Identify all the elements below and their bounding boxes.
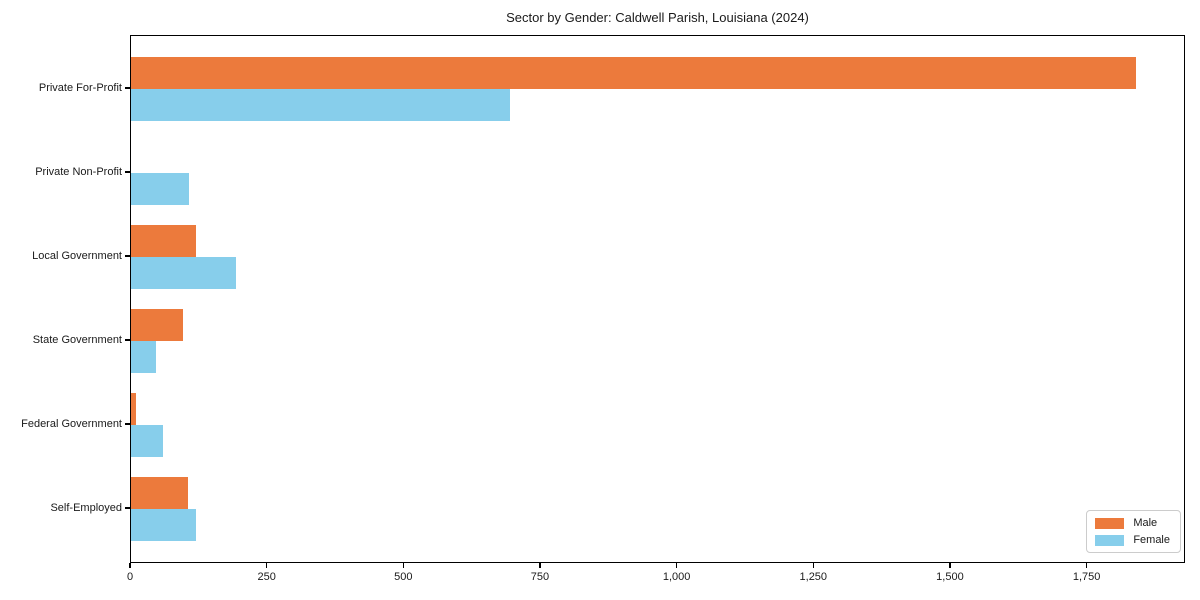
x-tick-mark <box>1085 563 1088 568</box>
chart-title: Sector by Gender: Caldwell Parish, Louis… <box>506 10 809 25</box>
x-tick-label-500: 500 <box>394 571 413 583</box>
x-tick-mark <box>949 563 951 568</box>
y-tick-label-self-employed: Self-Employed <box>50 502 122 514</box>
y-tick-label-private-for-profit: Private For-Profit <box>38 82 122 94</box>
y-tick-label-private-non-profit: Private Non-Profit <box>35 166 122 178</box>
x-tick-mark <box>539 563 541 568</box>
legend-label-female: Female <box>1133 534 1170 546</box>
x-tick-label-1-750: 1,750 <box>1072 571 1101 583</box>
x-tick-label-1-500: 1,500 <box>936 571 964 583</box>
x-tick-label-0: 0 <box>126 571 134 583</box>
legend: Male Female <box>1086 510 1181 553</box>
legend-item-male: Male <box>1095 517 1170 529</box>
x-tick-mark <box>675 563 678 568</box>
y-tick-label-state-government: State Government <box>32 334 122 346</box>
y-tick-mark <box>125 255 130 257</box>
x-tick-mark <box>812 563 815 568</box>
x-tick-mark <box>265 563 268 568</box>
plot-area <box>130 35 1185 563</box>
bar-male-federal-government <box>131 393 136 425</box>
bar-male-local-government <box>131 225 197 257</box>
bar-female-state-government <box>131 341 157 373</box>
bar-female-private-for-profit <box>131 89 510 121</box>
bar-male-private-for-profit <box>131 57 1136 89</box>
y-tick-label-local-government: Local Government <box>32 250 122 262</box>
bar-female-self-employed <box>131 509 197 541</box>
x-tick-label-1-250: 1,250 <box>799 571 828 583</box>
x-tick-mark <box>129 563 131 568</box>
y-tick-mark <box>125 507 130 509</box>
y-tick-mark <box>125 423 130 425</box>
bar-female-federal-government <box>131 425 163 457</box>
bar-female-local-government <box>131 257 236 289</box>
female-series-swatch <box>1095 534 1125 546</box>
bar-male-self-employed <box>131 477 188 509</box>
y-tick-mark <box>125 339 130 341</box>
y-tick-mark <box>125 87 130 89</box>
y-tick-mark <box>125 171 130 173</box>
x-tick-mark <box>402 563 405 568</box>
x-tick-label-1-000: 1,000 <box>662 571 691 583</box>
x-tick-label-750: 750 <box>530 571 550 583</box>
y-tick-label-federal-government: Federal Government <box>21 418 122 430</box>
bar-female-private-non-profit <box>131 173 189 205</box>
male-series-swatch <box>1095 517 1125 529</box>
legend-item-female: Female <box>1095 534 1170 546</box>
legend-label-male: Male <box>1133 517 1158 529</box>
x-tick-label-250: 250 <box>257 571 276 583</box>
bar-male-state-government <box>131 309 183 341</box>
